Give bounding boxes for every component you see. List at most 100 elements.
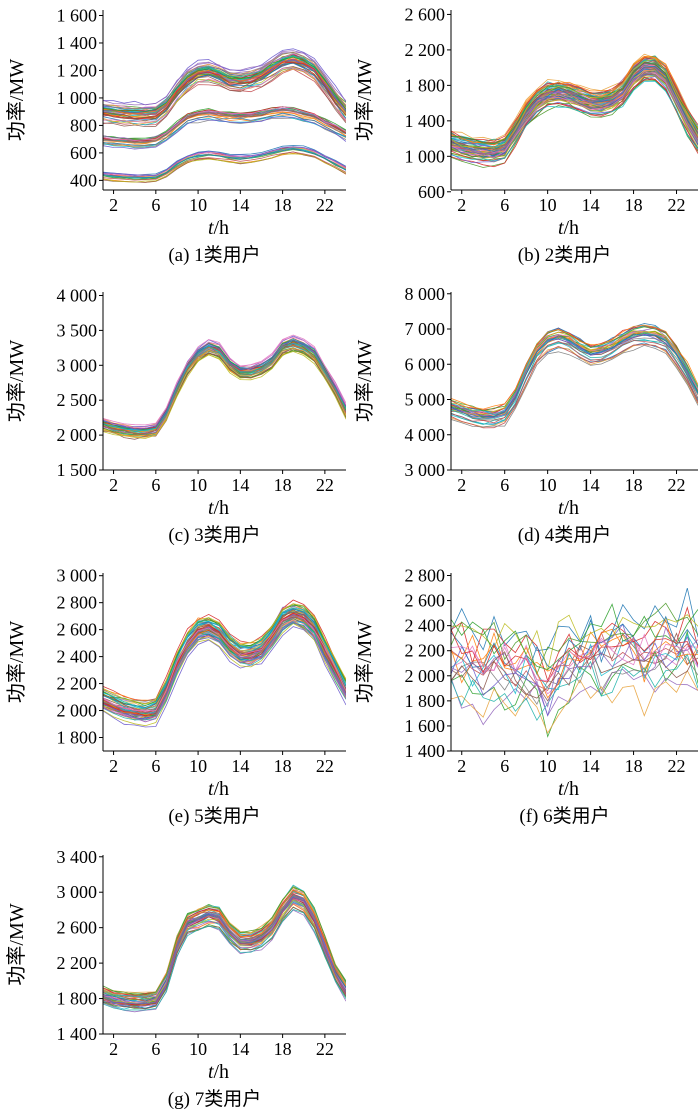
series-line bbox=[451, 587, 698, 664]
x-tick-label: 14 bbox=[231, 1039, 249, 1059]
x-tick-label: 14 bbox=[582, 756, 600, 776]
series-line bbox=[451, 340, 698, 424]
x-tick-label: 10 bbox=[539, 475, 557, 495]
y-tick-label: 1 200 bbox=[57, 60, 98, 80]
series-line bbox=[103, 111, 346, 144]
y-tick-label: 1 800 bbox=[57, 989, 98, 1009]
x-tick-label: 6 bbox=[151, 475, 160, 495]
series-line bbox=[103, 608, 346, 708]
x-tick-label: 2 bbox=[457, 195, 466, 215]
series-line bbox=[451, 668, 698, 726]
x-tick-label: 22 bbox=[668, 195, 686, 215]
y-tick-label: 2 600 bbox=[57, 918, 98, 938]
x-tick-label: 2 bbox=[457, 756, 466, 776]
series-line bbox=[103, 339, 346, 430]
series-line bbox=[103, 56, 346, 112]
x-tick-label: 22 bbox=[668, 475, 686, 495]
chart-panel-4: 3 000 4 000 5 000 6 000 7 000 8 000 2 6 10 14 18 22… bbox=[353, 284, 698, 546]
x-tick-label: 6 bbox=[151, 756, 160, 776]
x-tick-label: 22 bbox=[316, 475, 334, 495]
y-axis-label: 功率/MW bbox=[5, 59, 28, 141]
x-tick-label: 6 bbox=[500, 195, 509, 215]
series-line bbox=[103, 906, 346, 1010]
series-line bbox=[103, 336, 346, 426]
y-tick-label: 1 500 bbox=[57, 460, 98, 480]
series-line bbox=[103, 896, 346, 1005]
x-tick-label: 6 bbox=[151, 1039, 160, 1059]
chart-panel-6: 1 400 1 600 1 800 2 000 2 200 2 400 2 600 2 800… bbox=[353, 566, 698, 827]
y-tick-label: 2 000 bbox=[405, 666, 446, 686]
series-line bbox=[103, 884, 346, 998]
x-tick-label: 22 bbox=[316, 195, 334, 215]
series-line bbox=[103, 347, 346, 438]
x-axis-label: t/h bbox=[208, 217, 229, 239]
x-axis-label: t/h bbox=[558, 497, 579, 519]
x-tick-label: 18 bbox=[274, 195, 292, 215]
series-line bbox=[451, 67, 698, 154]
x-tick-label: 18 bbox=[274, 1039, 292, 1059]
series-line bbox=[451, 70, 698, 156]
x-axis-label: t/h bbox=[558, 217, 579, 239]
x-axis-label: t/h bbox=[558, 778, 579, 800]
y-tick-label: 1 800 bbox=[57, 728, 98, 748]
y-tick-label: 3 000 bbox=[57, 882, 98, 902]
x-tick-label: 14 bbox=[231, 475, 249, 495]
chart-panel-2: 600 1 000 1 400 1 800 2 200 2 600 2 6 10 14 18 22 t/… bbox=[353, 4, 698, 266]
y-tick-label: 4 000 bbox=[405, 425, 446, 445]
y-tick-label: 2 600 bbox=[405, 591, 446, 611]
x-tick-label: 22 bbox=[316, 756, 334, 776]
y-tick-label: 400 bbox=[70, 170, 97, 190]
series-line bbox=[451, 653, 698, 722]
x-tick-label: 6 bbox=[500, 756, 509, 776]
series-line bbox=[103, 599, 346, 702]
panel-caption: (a) 1类用户 bbox=[168, 244, 260, 266]
series-line bbox=[103, 607, 346, 709]
series-line bbox=[103, 68, 346, 126]
y-tick-label: 1 400 bbox=[405, 741, 446, 761]
y-tick-label: 800 bbox=[70, 115, 97, 135]
series-line bbox=[451, 669, 698, 734]
y-tick-label: 3 500 bbox=[57, 320, 98, 340]
series-line bbox=[103, 351, 346, 439]
panel-caption: (b) 2类用户 bbox=[518, 244, 611, 266]
y-tick-label: 1 400 bbox=[57, 1024, 98, 1044]
series-line bbox=[103, 897, 346, 1006]
series-line bbox=[103, 342, 346, 432]
y-tick-label: 3 400 bbox=[57, 847, 98, 867]
series-line bbox=[451, 344, 698, 428]
series-line bbox=[103, 55, 346, 111]
y-tick-label: 2 600 bbox=[57, 620, 98, 640]
x-tick-label: 22 bbox=[668, 756, 686, 776]
x-tick-label: 14 bbox=[582, 475, 600, 495]
x-tick-label: 14 bbox=[231, 756, 249, 776]
series-line bbox=[103, 52, 346, 110]
series-line bbox=[103, 615, 346, 712]
y-tick-label: 3 000 bbox=[57, 355, 98, 375]
y-tick-label: 2 800 bbox=[405, 566, 446, 586]
series-line bbox=[103, 50, 346, 106]
series-line bbox=[451, 623, 698, 717]
y-tick-label: 4 000 bbox=[57, 285, 98, 305]
y-tick-label: 1 600 bbox=[57, 5, 98, 25]
y-tick-label: 5 000 bbox=[405, 390, 446, 410]
series-line bbox=[451, 71, 698, 159]
series-line bbox=[103, 334, 346, 429]
y-axis-label: 功率/MW bbox=[5, 340, 28, 422]
y-tick-label: 2 400 bbox=[57, 647, 98, 667]
series-line bbox=[103, 109, 346, 144]
x-tick-label: 14 bbox=[231, 195, 249, 215]
series-line bbox=[103, 909, 346, 1011]
series-line bbox=[103, 106, 346, 141]
series-line bbox=[103, 62, 346, 122]
series-line bbox=[103, 887, 346, 996]
y-axis-label: 功率/MW bbox=[353, 59, 376, 141]
series-line bbox=[451, 69, 698, 153]
chart-panel-5: 1 800 2 000 2 200 2 400 2 600 2 800 3 000 2 6 10 1… bbox=[5, 566, 346, 827]
y-axis-label: 功率/MW bbox=[353, 621, 376, 703]
panel-caption: (g) 7类用户 bbox=[168, 1088, 261, 1110]
panel-caption: (c) 3类用户 bbox=[168, 524, 260, 546]
x-tick-label: 18 bbox=[625, 475, 643, 495]
y-tick-label: 1 800 bbox=[405, 691, 446, 711]
chart-panel-1: 400 600 800 1 000 1 200 1 400 1 600 2 6 10 14 18 22 t… bbox=[5, 5, 346, 266]
series-lines bbox=[103, 599, 346, 728]
